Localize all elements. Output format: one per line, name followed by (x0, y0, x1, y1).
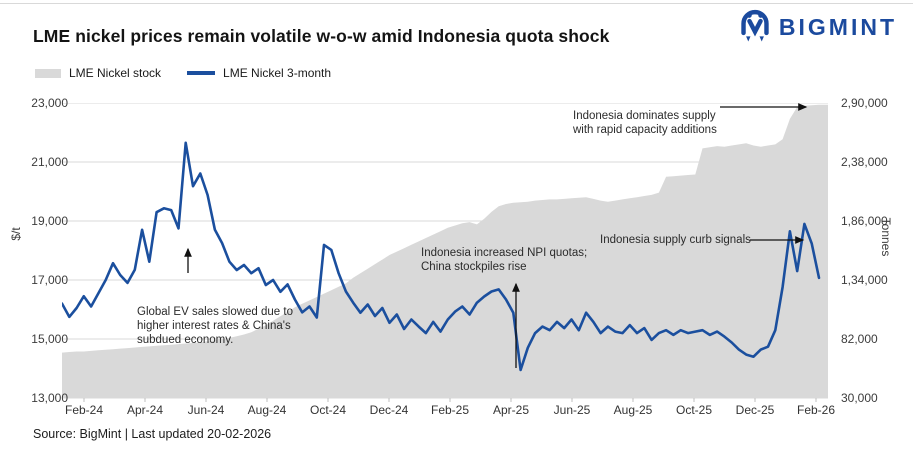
y-tick-label-left: 15,000 (31, 332, 68, 346)
stock-area-series (62, 104, 828, 398)
x-tick-label: Apr-24 (126, 403, 164, 417)
y-tick-label-right: 1,34,000 (841, 273, 888, 287)
x-tick-label: Oct-25 (675, 403, 712, 417)
y-tick-label-right: 2,38,000 (841, 155, 888, 169)
y-tick-label-right: 82,000 (841, 332, 878, 346)
y-tick-label-left: 23,000 (31, 96, 68, 110)
x-tick-label: Aug-25 (613, 403, 653, 417)
y-tick-label-left: 17,000 (31, 273, 68, 287)
y-axis-title-left: $/t (9, 227, 23, 241)
legend-item-stock: LME Nickel stock (35, 66, 161, 80)
x-tick-label: Feb-25 (430, 403, 470, 417)
line-swatch-icon (187, 71, 216, 75)
x-tick-label: Dec-24 (369, 403, 409, 417)
y-tick-label-right: 1,86,000 (841, 214, 888, 228)
y-tick-label-right: 30,000 (841, 391, 878, 405)
annotation-text: Indonesia supply curb signals (600, 234, 751, 246)
x-tick-label: Jun-25 (553, 403, 591, 417)
bigmint-icon (741, 9, 769, 42)
legend-item-price: LME Nickel 3-month (187, 66, 331, 80)
y-tick-label-right: 2,90,000 (841, 96, 888, 110)
y-tick-label-left: 21,000 (31, 155, 68, 169)
x-tick-label: Feb-26 (796, 403, 836, 417)
chart-svg (62, 103, 828, 402)
brand-name: BIGMINT (778, 13, 897, 40)
x-tick-label: Apr-25 (492, 403, 530, 417)
legend-label-price: LME Nickel 3-month (223, 66, 332, 80)
annotation-text: Indonesia dominates supply with rapid cap… (573, 110, 717, 136)
area-swatch-icon (35, 68, 61, 78)
legend-label-stock: LME Nickel stock (69, 66, 162, 80)
x-tick-label: Aug-24 (247, 403, 287, 417)
price-line-series (62, 141, 821, 372)
y-tick-label-left: 19,000 (31, 214, 68, 228)
brand-logo: BIGMINT (738, 8, 897, 46)
chart-legend: LME Nickel stock LME Nickel 3-month (35, 66, 331, 80)
source-note: Source: BigMint | Last updated 20-02-202… (33, 427, 272, 441)
top-divider (0, 3, 913, 4)
y-axis-title-right: Tonnes (879, 217, 893, 257)
x-tick-label: Jun-24 (187, 403, 225, 417)
x-tick-label: Dec-25 (735, 403, 775, 417)
y-tick-label-left: 13,000 (31, 391, 68, 405)
annotation-text: Indonesia increased NPI quotas; China sto… (421, 247, 588, 273)
x-tick-label: Feb-24 (64, 403, 104, 417)
page-title: LME nickel prices remain volatile w-o-w … (33, 26, 610, 46)
x-tick-label: Oct-24 (309, 403, 346, 417)
annotation-text: Global EV sales slowed due to higher inte… (137, 306, 293, 346)
